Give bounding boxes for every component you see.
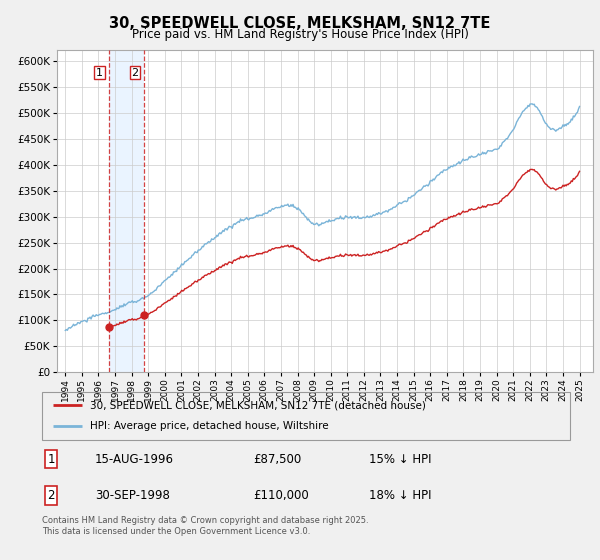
Text: 30, SPEEDWELL CLOSE, MELKSHAM, SN12 7TE: 30, SPEEDWELL CLOSE, MELKSHAM, SN12 7TE	[109, 16, 491, 31]
Text: 1: 1	[96, 68, 103, 78]
Text: 1: 1	[47, 453, 55, 466]
Text: 2: 2	[131, 68, 139, 78]
Text: Price paid vs. HM Land Registry's House Price Index (HPI): Price paid vs. HM Land Registry's House …	[131, 28, 469, 41]
Text: 15-AUG-1996: 15-AUG-1996	[95, 453, 174, 466]
Text: Contains HM Land Registry data © Crown copyright and database right 2025.
This d: Contains HM Land Registry data © Crown c…	[42, 516, 368, 536]
Text: £110,000: £110,000	[253, 489, 309, 502]
Bar	[109, 50, 144, 372]
Text: HPI: Average price, detached house, Wiltshire: HPI: Average price, detached house, Wilt…	[89, 421, 328, 431]
Text: 2: 2	[47, 489, 55, 502]
Text: 30, SPEEDWELL CLOSE, MELKSHAM, SN12 7TE (detached house): 30, SPEEDWELL CLOSE, MELKSHAM, SN12 7TE …	[89, 400, 425, 410]
Text: 18% ↓ HPI: 18% ↓ HPI	[370, 489, 432, 502]
Text: 30-SEP-1998: 30-SEP-1998	[95, 489, 170, 502]
Text: 15% ↓ HPI: 15% ↓ HPI	[370, 453, 432, 466]
Text: £87,500: £87,500	[253, 453, 301, 466]
